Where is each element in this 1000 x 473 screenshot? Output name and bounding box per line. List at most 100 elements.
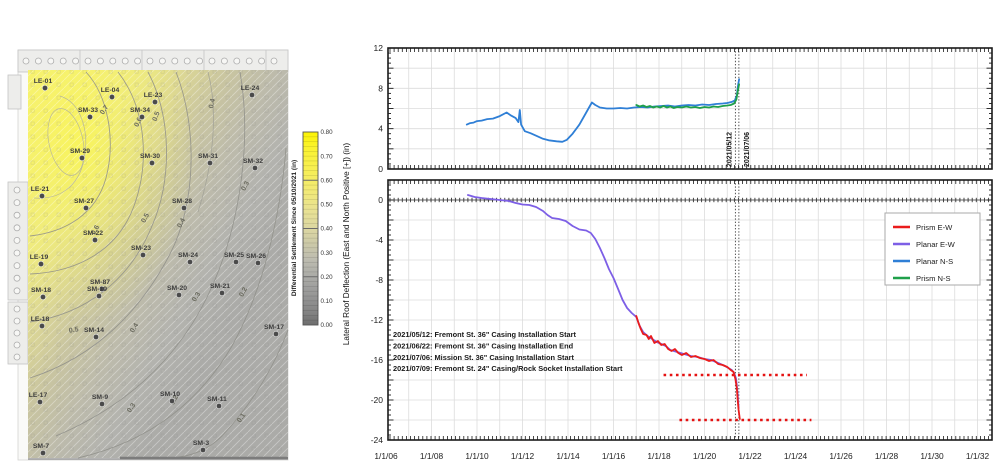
left-pile-circles [13, 186, 21, 361]
map-point [181, 205, 187, 211]
casing-annotation: 2021/07/06: Mission St. 36" Casing Insta… [393, 353, 574, 362]
pile-circle [13, 236, 21, 244]
casing-annotation: 2021/07/09: Fremont St. 24" Casing/Rock … [393, 364, 623, 373]
pile-circle [121, 57, 129, 65]
y-tick-label: -20 [371, 395, 384, 405]
x-tick-label: 1/1/16 [602, 451, 626, 461]
y-axis-title: Lateral Roof Deflection (East and North … [342, 143, 351, 346]
colorbar-tick-labels: 0.80 0.70 0.60 0.50 0.40 0.30 0.20 0.10 0.00 [321, 129, 334, 329]
map-point [79, 155, 85, 161]
map-point [83, 205, 89, 211]
contour-label: 0.3 [191, 291, 202, 303]
map-point-label: SM-24 [178, 252, 198, 259]
pile-circle [35, 57, 42, 65]
settlement-contour-map: 0.7 0.6 0.5 0.4 0.3 0.6 0.5 0.4 0.3 0.2 0.5 0.4 0.3 0… [0, 0, 340, 473]
map-point [152, 99, 158, 105]
contour-lines [29, 71, 289, 459]
pile-circle [183, 57, 191, 65]
x-tick-label: 1/1/30 [920, 451, 944, 461]
pile-circle [47, 57, 55, 65]
colorbar-tick: 0.00 [321, 322, 334, 329]
casing-annotation: 2021/05/12: Fremont St. 36" Casing Insta… [393, 330, 577, 339]
x-tick-label: 1/1/06 [374, 451, 398, 461]
contour-label: 0.6 [133, 116, 144, 128]
map-point-label: SM-14 [84, 327, 104, 334]
colorbar-title: Differential Settlement Since 05/10/2021… [291, 160, 298, 296]
colorbar-segment-lines [303, 136, 318, 321]
map-point [99, 286, 105, 292]
y-tick-label: 0 [378, 164, 383, 174]
y-tick-label: 8 [378, 83, 383, 93]
map-point [96, 293, 102, 299]
pile-circle [13, 317, 21, 325]
map-point [216, 403, 222, 409]
legend-box [884, 212, 981, 286]
series-planar-e-w [467, 194, 740, 409]
map-point-label: SM-87 [90, 279, 110, 286]
legend-label: Planar N-S [916, 257, 953, 266]
x-tick-label: 1/1/12 [511, 451, 535, 461]
y-tick-label: -4 [375, 235, 383, 245]
map-point [39, 323, 45, 329]
map-point-label: SM-26 [246, 253, 266, 260]
map-point-label: SM-22 [83, 230, 103, 237]
colorbar-tick: 0.40 [321, 226, 334, 233]
map-point-label: SM-18 [31, 287, 51, 294]
colorbar-tick: 0.60 [321, 177, 334, 184]
map-point [219, 290, 225, 296]
colorbar: 0.80 0.70 0.60 0.50 0.40 0.30 0.20 0.10 0.00 Dif… [291, 129, 333, 329]
map-point [37, 399, 43, 405]
pile-circle [59, 57, 67, 65]
map-point-label: SM-33 [78, 107, 98, 114]
map-point-label: SM-11 [207, 396, 227, 403]
map-point [99, 401, 105, 407]
pile-circle [13, 211, 21, 219]
contour-label: 0.4 [208, 98, 217, 109]
pile-circle [97, 57, 104, 65]
pile-circle [270, 57, 278, 65]
x-tick-label: 1/1/20 [693, 451, 717, 461]
map-point-label: SM-23 [131, 245, 151, 252]
y-tick-label: -8 [375, 275, 383, 285]
map-point [169, 398, 175, 404]
pile-circle [13, 274, 21, 282]
map-point-label: SM-31 [198, 153, 218, 160]
map-point [139, 114, 145, 120]
map-point [207, 160, 213, 166]
settlement-overlay [28, 70, 288, 458]
map-point-label: SM-19 [87, 286, 107, 293]
pile-circle [13, 353, 21, 361]
pile-circle [196, 57, 204, 65]
y-tick-label: -24 [371, 435, 384, 445]
pile-circle [84, 57, 92, 65]
contour-map-svg: 0.70.6 0.50.40.30.60.5 0.40.3 0.20.5 0.40.30… [7, 49, 333, 461]
y-tick-label: -16 [371, 355, 384, 365]
pile-circle [13, 341, 21, 349]
x-tick-label: 1/1/18 [647, 451, 671, 461]
map-point-label: LE-24 [241, 85, 260, 92]
pile-circle [13, 262, 21, 270]
map-point-label: SM-7 [33, 443, 49, 450]
x-tick-label: 1/1/26 [829, 451, 853, 461]
map-point [249, 92, 255, 98]
y-tick-label: 0 [378, 195, 383, 205]
map-point-label: LE-19 [30, 254, 49, 261]
map-point [140, 252, 146, 258]
contour-label: 0.3 [240, 180, 251, 192]
pile-circle [208, 57, 216, 65]
pile-circle [220, 57, 228, 65]
map-point-label: SM-29 [70, 148, 90, 155]
map-point-label: LE-04 [101, 87, 120, 94]
legend-label: Prism N-S [916, 274, 951, 283]
pile-circle [72, 57, 79, 65]
map-point-label: LE-21 [31, 186, 50, 193]
contour-label: 0.7 [99, 104, 110, 116]
map-point [200, 447, 206, 453]
map-point [149, 160, 155, 166]
x-tick-label: 1/1/24 [784, 451, 808, 461]
map-point-label: LE-23 [144, 92, 163, 99]
legend-label: Prism E-W [916, 223, 953, 232]
map-point [87, 114, 93, 120]
map-point-label: SM-10 [160, 391, 180, 398]
